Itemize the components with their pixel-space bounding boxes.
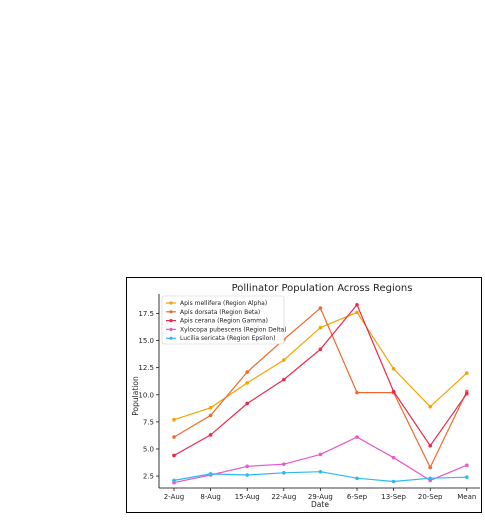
legend-entry: Apis dorsata (Region Beta) (180, 309, 260, 316)
y-axis-label: Population (131, 376, 140, 416)
data-point (172, 453, 176, 458)
y-tick-label: 17.5 (138, 310, 154, 318)
data-point (208, 472, 213, 476)
series-line (173, 436, 468, 484)
data-point (428, 465, 433, 470)
data-point (355, 476, 359, 481)
data-point (428, 404, 433, 409)
data-point (282, 462, 286, 466)
legend-entry: Xylocopa pubescens (Region Delta) (180, 326, 287, 333)
data-point (245, 464, 249, 469)
data-point (391, 366, 396, 371)
x-tick-label: 15-Aug (235, 493, 260, 501)
data-point (355, 303, 359, 307)
x-tick-label: 8-Aug (200, 493, 221, 501)
data-point (282, 377, 286, 382)
x-tick-label: 2-Aug (164, 493, 185, 501)
x-tick-label: 20-Sep (418, 493, 443, 501)
data-point (172, 435, 176, 439)
legend-swatch-marker (169, 336, 173, 340)
series-group (172, 303, 469, 485)
y-tick-label: 15.0 (138, 337, 154, 345)
series-0 (172, 310, 469, 422)
legend-swatch-marker (169, 327, 173, 331)
data-point (465, 371, 469, 375)
x-tick-label: Mean (457, 493, 476, 501)
data-point (282, 471, 286, 475)
data-point (465, 391, 469, 396)
data-point (355, 435, 359, 439)
data-point (428, 476, 433, 481)
series-3 (172, 435, 469, 485)
chart-title: Pollinator Population Across Regions (232, 283, 413, 294)
data-point (391, 389, 396, 394)
data-point (172, 417, 176, 422)
data-point (282, 358, 286, 362)
y-tick-label: 10.0 (138, 391, 154, 399)
x-tick-label: 13-Sep (381, 493, 406, 501)
legend-swatch-marker (169, 301, 173, 305)
data-point (355, 390, 359, 395)
data-point (428, 443, 433, 448)
data-point (391, 479, 396, 484)
data-point (245, 370, 249, 374)
data-point (318, 452, 323, 457)
data-point (208, 433, 213, 437)
y-tick-label: 12.5 (138, 364, 154, 372)
data-point (318, 306, 323, 310)
data-point (465, 475, 469, 479)
legend-swatch-marker (169, 319, 173, 323)
data-point (208, 405, 213, 410)
y-tick-label: 7.5 (143, 418, 154, 426)
legend-box (161, 295, 285, 345)
data-point (318, 469, 323, 474)
data-point (318, 325, 323, 330)
legend-entry: Apis mellifera (Region Alpha) (180, 300, 267, 307)
x-tick-label: 6-Sep (347, 493, 368, 501)
data-point (245, 381, 249, 385)
data-point (391, 455, 396, 460)
chart-frame: Pollinator Population Across Regions Dat… (126, 277, 482, 513)
axes: 2.5 5.0 7.5 10.0 12.5 15.0 17.5 2-Aug 8-Aug 15-Au… (138, 294, 480, 501)
data-point (245, 473, 249, 477)
legend-swatch-marker (169, 310, 173, 314)
x-axis-label: Date (311, 500, 329, 509)
data-point (172, 478, 176, 483)
legend: Apis mellifera (Region Alpha) Apis dorsat… (161, 295, 287, 345)
data-point (355, 310, 359, 315)
x-tick-label: 22-Aug (271, 493, 296, 501)
x-tick-label: 29-Aug (308, 493, 333, 501)
legend-entry: Apis cerana (Region Gamma) (180, 318, 268, 325)
y-tick-label: 2.5 (143, 473, 154, 481)
series-2 (172, 303, 469, 458)
data-point (208, 413, 213, 418)
data-point (245, 401, 249, 406)
data-point (465, 463, 469, 468)
legend-entry: Lucilia sericata (Region Epsilon) (180, 335, 275, 342)
y-tick-label: 5.0 (143, 445, 154, 453)
series-4 (172, 469, 469, 484)
line-chart: Pollinator Population Across Regions Dat… (131, 283, 480, 509)
data-point (318, 347, 323, 352)
